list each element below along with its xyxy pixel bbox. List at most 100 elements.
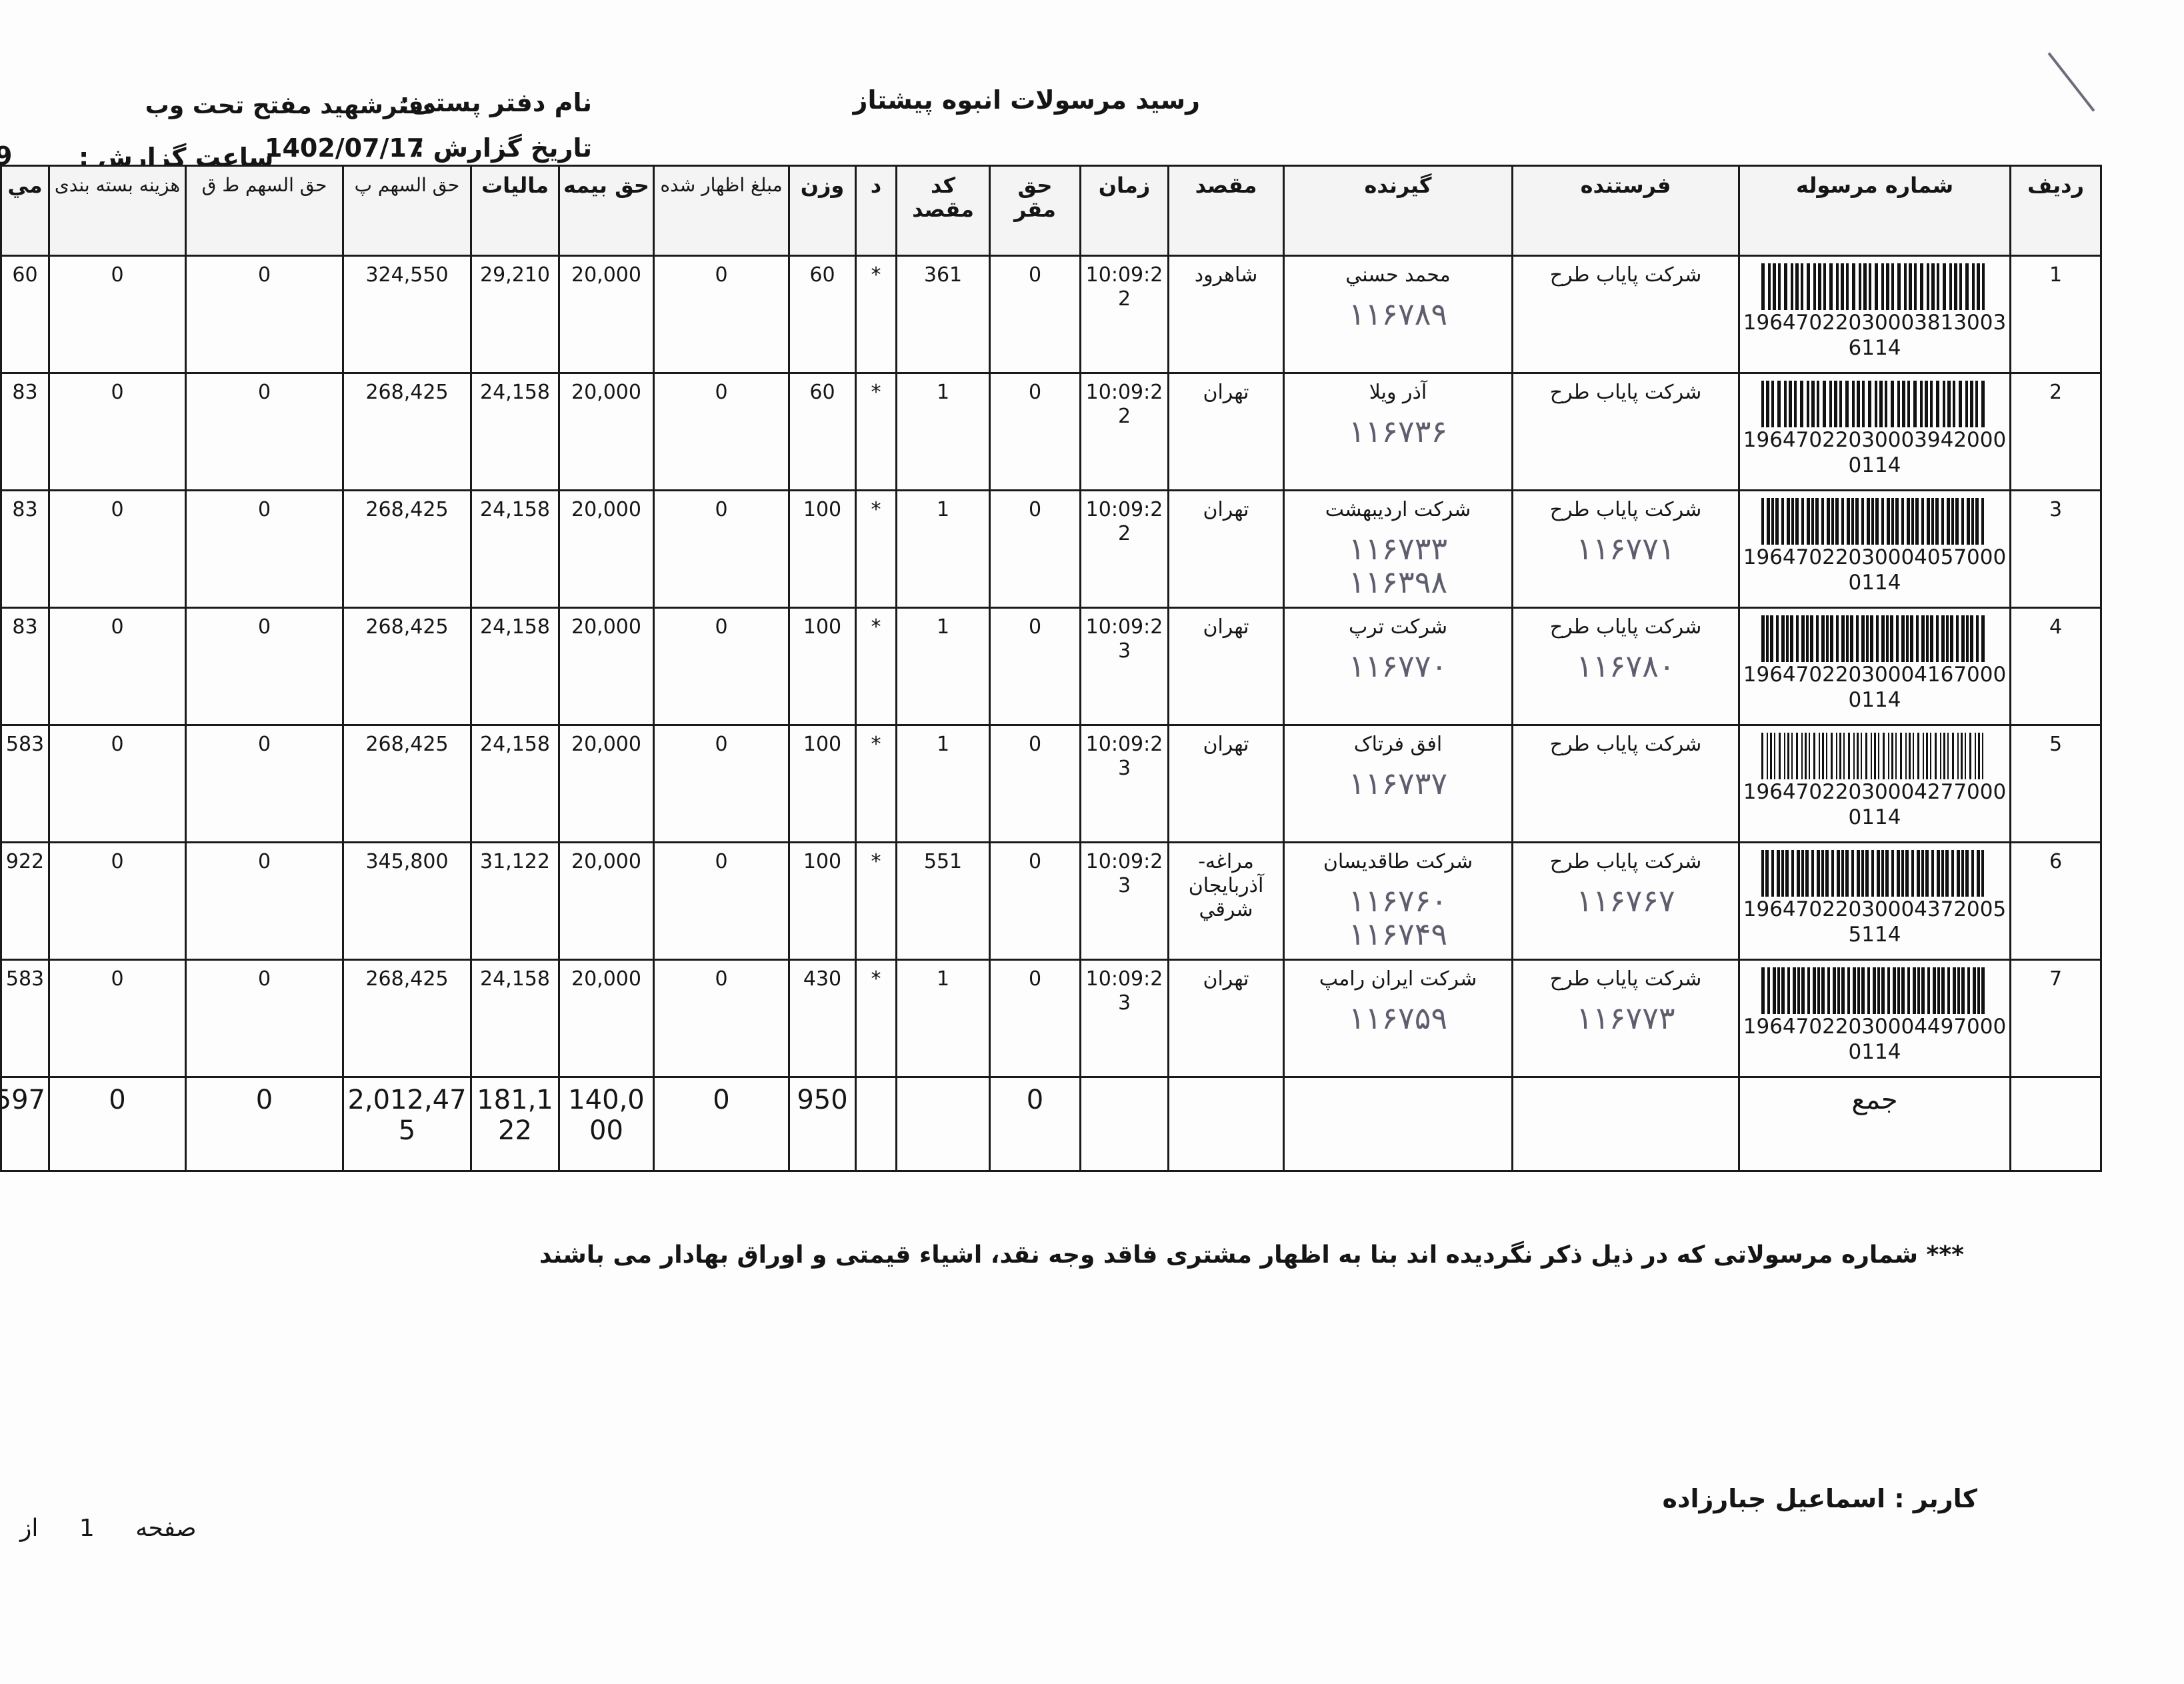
row-number: 1 [2009, 255, 2102, 374]
insurance-fee: 20,000 [558, 841, 655, 961]
barcode-bar [1790, 615, 1793, 662]
barcode-bar [1885, 850, 1889, 897]
d-flag: * [855, 841, 897, 961]
barcode-bar [1909, 263, 1912, 310]
barcode-bar [1940, 733, 1941, 779]
page-number: 1 [79, 1515, 95, 1542]
barcode-bar [1961, 733, 1963, 779]
barcode-bar [1847, 498, 1850, 545]
barcode-bar [1871, 498, 1874, 545]
barcode-bar [1897, 967, 1900, 1014]
barcode-bar [1761, 615, 1765, 662]
total-haq-maqar: 0 [989, 1076, 1081, 1172]
barcode-bar [1906, 615, 1909, 662]
share-tq: 0 [185, 724, 344, 843]
barcode-bar [1852, 381, 1855, 427]
recipient-handwritten-note: ۱۱۶۷۳۶ [1348, 413, 1448, 449]
barcode-bar [1965, 733, 1966, 779]
tracking-number: 19647022030004372005 5114 [1743, 897, 2007, 947]
barcode-bar [1888, 733, 1889, 779]
insurance-fee: 20,000 [558, 607, 655, 726]
barcode-bar [1961, 850, 1964, 897]
barcode-bar [1931, 263, 1935, 310]
total-declared: 0 [653, 1076, 790, 1172]
barcode-bar [1959, 381, 1962, 427]
barcode-bar [1886, 263, 1889, 310]
destination: تهران [1167, 489, 1285, 609]
barcode-bar [1816, 615, 1819, 662]
barcode-bar [1766, 615, 1769, 662]
barcode-bar [1801, 733, 1803, 779]
barcode-bar [1965, 263, 1969, 310]
barcode-bar [1781, 850, 1784, 897]
barcode-bar [1977, 263, 1980, 310]
barcode-bar [1961, 967, 1965, 1014]
barcode-bar [1913, 733, 1914, 779]
barcode-bar [1883, 733, 1885, 779]
barcode-bar [1827, 498, 1830, 545]
barcode-bar [1917, 967, 1920, 1014]
barcode-bar [1921, 498, 1924, 545]
barcode-bar [1823, 381, 1826, 427]
haq-maqar: 0 [989, 255, 1081, 374]
barcode-bar [1957, 850, 1960, 897]
barcode-bar [1773, 263, 1776, 310]
barcode-bar [1841, 498, 1844, 545]
barcode-bar [1847, 967, 1850, 1014]
weight: 100 [788, 724, 857, 843]
truncated-amount: 83 [0, 489, 50, 609]
barcode-bar [1931, 498, 1934, 545]
barcode-bar [1771, 850, 1774, 897]
barcode-bar [1875, 263, 1878, 310]
row-number: 7 [2009, 959, 2102, 1078]
barcode-bar [1794, 381, 1797, 427]
barcode-bar [1827, 967, 1830, 1014]
share-tq: 0 [185, 959, 344, 1078]
barcode-bar [1941, 967, 1945, 1014]
tracking-number-cell: 19647022030003942000 0114 [1738, 372, 2011, 491]
recipient-cell: شرکت طاقدیسان ۱۱۶۷۶۰ ۱۱۶۷۴۹ [1283, 841, 1513, 961]
barcode-bar [1981, 381, 1985, 427]
destination: تهران [1167, 724, 1285, 843]
barcode-bar [1886, 615, 1889, 662]
barcode-bar [1878, 733, 1879, 779]
barcode-bar [1813, 263, 1816, 310]
tax: 24,158 [470, 372, 560, 491]
recipient-cell: آذر ویلا ۱۱۶۷۳۶ [1283, 372, 1513, 491]
barcode-bar [1891, 263, 1894, 310]
barcode-bar [1811, 498, 1814, 545]
barcode-bar [1946, 615, 1949, 662]
barcode-image [1761, 263, 1985, 310]
recipient-cell: شرکت ایران رامپ ۱۱۶۷۵۹ [1283, 959, 1513, 1078]
barcode-bar [1797, 967, 1800, 1014]
barcode-bar [1796, 733, 1798, 779]
barcode-bar [1881, 263, 1884, 310]
share-tq: 0 [185, 841, 344, 961]
sender-name: شرکت پایاب طرح [1549, 615, 1702, 639]
barcode-bar [1767, 498, 1770, 545]
truncated-amount: 60 [0, 255, 50, 374]
barcode-bar [1773, 967, 1776, 1014]
barcode-bar [1861, 850, 1864, 897]
barcode-bar [1891, 733, 1893, 779]
tax: 29,210 [470, 255, 560, 374]
page-indicator: صفحه 1 از [20, 1515, 197, 1542]
barcode-bar [1787, 967, 1790, 1014]
share-p: 345,800 [342, 841, 472, 961]
declared-value: 0 [653, 607, 790, 726]
tax: 31,122 [470, 841, 560, 961]
barcode-bar [1926, 615, 1929, 662]
barcode-bar [1822, 733, 1824, 779]
barcode-bar [1817, 967, 1820, 1014]
barcode-bar [1901, 967, 1905, 1014]
barcode-bar [1857, 381, 1860, 427]
barcode-bar [1825, 850, 1829, 897]
share-p: 268,425 [342, 489, 472, 609]
sender-handwritten-note: ۱۱۶۷۷۱ [1576, 531, 1675, 567]
tax: 24,158 [470, 724, 560, 843]
destination: تهران [1167, 372, 1285, 491]
barcode-bar [1771, 381, 1774, 427]
barcode-bar [1801, 615, 1805, 662]
share-tq: 0 [185, 489, 344, 609]
barcode-bar [1897, 850, 1900, 897]
